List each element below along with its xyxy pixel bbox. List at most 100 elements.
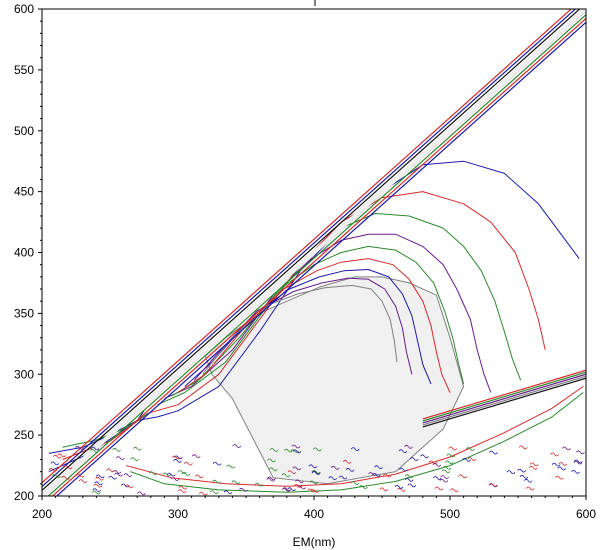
- noise-mark: [75, 445, 84, 450]
- noise-mark: [558, 462, 568, 466]
- noise-mark: [78, 479, 88, 483]
- noise-mark: [254, 482, 264, 487]
- noise-mark: [398, 449, 408, 454]
- contour-line-10: [130, 392, 584, 493]
- y-tick-label: 300: [14, 367, 34, 381]
- noise-mark: [434, 486, 444, 491]
- noise-mark: [91, 490, 101, 495]
- noise-mark: [404, 444, 413, 449]
- noise-mark: [92, 488, 102, 493]
- noise-mark: [191, 454, 201, 459]
- y-tick-label: 600: [14, 2, 34, 16]
- noise-mark: [350, 481, 360, 485]
- noise-mark: [93, 483, 103, 488]
- noise-mark: [132, 446, 142, 451]
- contour-layer: [42, 9, 586, 496]
- scatter-band-line: [47, 13, 586, 496]
- noise-mark: [95, 476, 104, 481]
- second-order-band: [422, 369, 586, 428]
- noise-mark: [573, 459, 583, 464]
- noise-mark: [50, 461, 60, 466]
- noise-mark: [576, 450, 585, 455]
- noise-mark: [466, 447, 475, 451]
- scatter-band: [42, 9, 586, 496]
- noise-mark: [350, 447, 360, 451]
- noise-mark: [442, 466, 452, 470]
- noise-mark: [115, 456, 125, 460]
- second-order-line: [422, 369, 586, 420]
- noise-mark: [114, 472, 123, 477]
- noise-mark: [308, 464, 318, 469]
- noise-mark: [90, 446, 100, 451]
- noise-mark: [358, 485, 368, 489]
- noise-mark: [178, 485, 188, 490]
- noise-mark: [287, 470, 297, 475]
- noise-mark: [198, 491, 208, 496]
- noise-mark: [183, 461, 193, 466]
- noise-mark: [529, 462, 539, 467]
- noise-mark: [307, 488, 317, 493]
- second-order-line: [422, 377, 586, 428]
- noise-mark: [420, 454, 429, 459]
- y-tick-label: 400: [14, 246, 34, 260]
- noise-mark: [450, 488, 459, 493]
- noise-mark: [287, 487, 297, 492]
- noise-mark: [311, 471, 321, 475]
- y-tick-label: 350: [14, 306, 34, 320]
- noise-mark: [523, 478, 533, 483]
- y-tick-label: 250: [14, 428, 34, 442]
- noise-mark: [309, 480, 319, 485]
- noise-mark: [212, 479, 221, 484]
- noise-mark: [291, 444, 301, 449]
- noise-mark: [269, 448, 279, 452]
- noise-mark: [458, 474, 468, 479]
- noise-mark: [404, 478, 414, 482]
- noise-mark: [281, 473, 291, 478]
- x-tick-label: 400: [304, 507, 324, 521]
- x-tick-label: 500: [440, 507, 460, 521]
- scatter-band-line: [51, 17, 586, 496]
- noise-mark: [194, 474, 204, 479]
- noise-mark: [573, 460, 583, 465]
- noise-mark: [345, 467, 355, 472]
- contour-line-3: [157, 213, 522, 406]
- y-tick-label: 550: [14, 63, 34, 77]
- x-axis-title: EM(nm): [293, 535, 336, 549]
- noise-mark: [518, 445, 528, 450]
- noise-mark: [397, 487, 406, 492]
- noise-mark: [519, 474, 529, 479]
- noise-texture: [48, 444, 585, 496]
- x-tick-label: 600: [576, 507, 596, 521]
- scatter-band-line: [42, 9, 573, 484]
- noise-mark: [90, 448, 99, 453]
- noise-mark: [506, 470, 516, 474]
- noise-mark: [342, 459, 352, 464]
- noise-mark: [338, 475, 348, 480]
- noise-mark: [525, 486, 535, 491]
- noise-mark: [239, 487, 248, 492]
- noise-mark: [295, 479, 304, 484]
- noise-mark: [283, 448, 293, 453]
- scatter-band-line: [42, 9, 581, 492]
- noise-mark: [106, 468, 115, 473]
- noise-mark: [517, 468, 527, 473]
- noise-mark: [231, 480, 241, 485]
- noise-mark: [557, 466, 567, 471]
- noise-mark: [571, 470, 580, 474]
- noise-mark: [63, 465, 73, 470]
- y-tick-label: 500: [14, 124, 34, 138]
- noise-mark: [52, 454, 62, 459]
- noise-mark: [310, 489, 320, 493]
- noise-mark: [95, 474, 105, 479]
- noise-mark: [48, 467, 58, 472]
- noise-mark: [467, 457, 477, 461]
- second-order-line: [422, 373, 586, 424]
- noise-mark: [407, 483, 417, 488]
- noise-mark: [488, 483, 498, 487]
- scatter-band-line: [55, 21, 586, 496]
- noise-mark: [292, 466, 302, 471]
- noise-mark: [328, 476, 338, 481]
- contour-line-4: [164, 233, 492, 400]
- noise-mark: [489, 450, 498, 455]
